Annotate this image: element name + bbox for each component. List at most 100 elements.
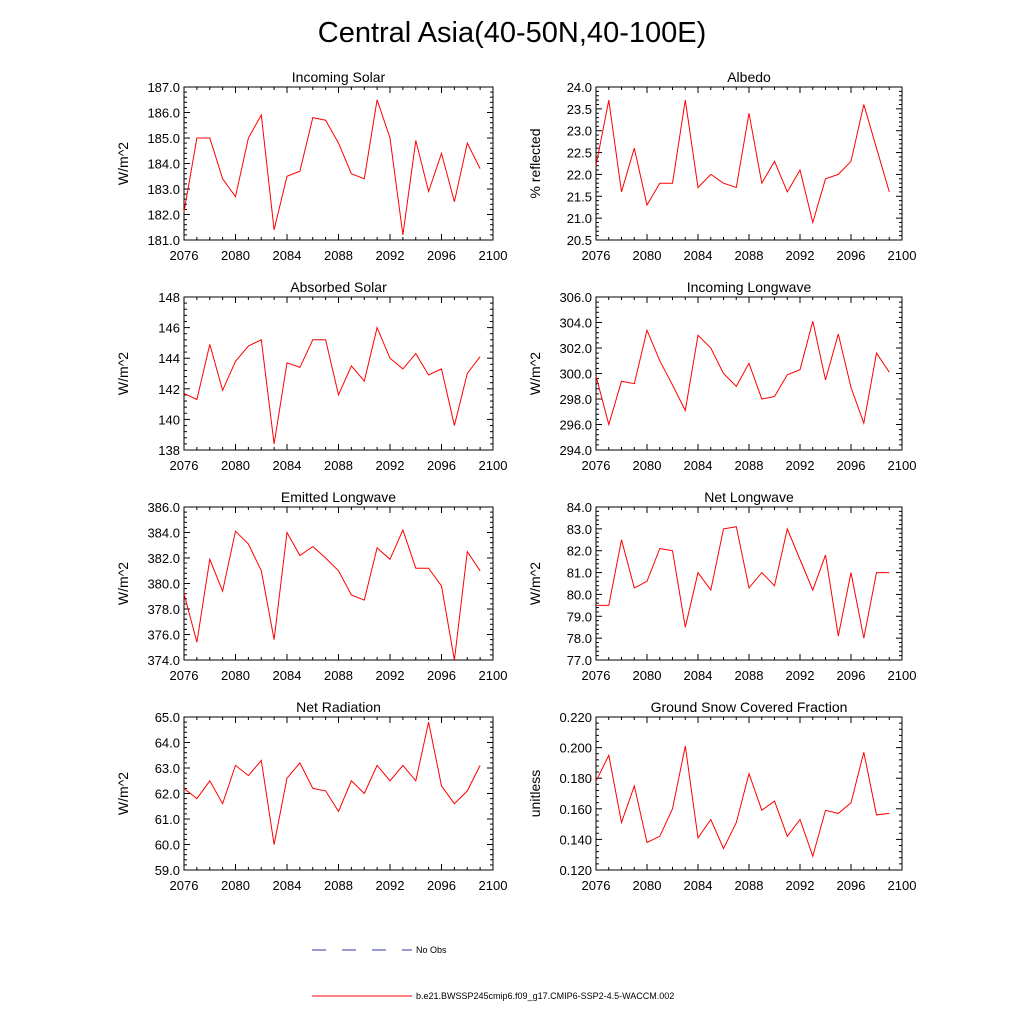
x-tick-label: 2084 <box>684 878 713 893</box>
y-tick-label: 22.0 <box>567 167 592 182</box>
y-tick-label: 386.0 <box>147 500 180 515</box>
x-tick-label: 2084 <box>273 668 302 683</box>
x-tick-label: 2100 <box>479 248 508 263</box>
plot-frame <box>595 716 903 871</box>
x-tick-label: 2080 <box>633 878 662 893</box>
x-tick-label: 2092 <box>376 458 405 473</box>
panel-3: Absorbed Solar 2076 2080 2084 2088 2092 2096 21… <box>115 279 507 473</box>
x-tick-label: 2084 <box>273 248 302 263</box>
x-tick-label: 2092 <box>786 878 815 893</box>
x-tick-label: 2076 <box>582 878 611 893</box>
x-tick-label: 2096 <box>837 248 866 263</box>
y-tick-label: 146 <box>158 321 180 336</box>
y-tick-label: 79.0 <box>567 609 592 624</box>
y-axis-label: W/m^2 <box>115 772 131 815</box>
plot-frame <box>595 296 903 451</box>
x-tick-label: 2080 <box>633 668 662 683</box>
series-line <box>596 526 890 639</box>
series-line <box>595 321 890 427</box>
y-tick-label: 23.0 <box>567 124 592 139</box>
x-tick-label: 2096 <box>427 668 456 683</box>
x-tick-label: 2076 <box>170 458 199 473</box>
x-tick-label: 2080 <box>633 458 662 473</box>
x-tick-label: 2096 <box>837 878 866 893</box>
y-tick-label: 77.0 <box>567 653 592 668</box>
y-tick-label: 378.0 <box>147 602 180 617</box>
series-line <box>183 528 481 661</box>
y-tick-label: 78.0 <box>567 631 592 646</box>
plot-frame <box>183 506 494 661</box>
x-tick-label: 2100 <box>888 458 917 473</box>
y-tick-label: 24.0 <box>567 80 592 95</box>
legend: No Obs b.e21.BWSSP245cmip6.f09_g17.CMIP6… <box>312 945 674 1001</box>
x-tick-label: 2076 <box>170 878 199 893</box>
x-tick-label: 2100 <box>479 668 508 683</box>
y-axis-label: W/m^2 <box>527 352 543 395</box>
series-line <box>595 745 890 858</box>
x-tick-label: 2092 <box>786 458 815 473</box>
y-tick-label: 0.120 <box>559 863 592 878</box>
x-tick-label: 2084 <box>684 668 713 683</box>
y-tick-label: 80.0 <box>567 587 592 602</box>
y-tick-label: 181.0 <box>147 233 180 248</box>
x-tick-label: 2080 <box>633 248 662 263</box>
panel-title: Incoming Solar <box>292 69 386 85</box>
y-tick-label: 142 <box>158 382 180 397</box>
x-tick-label: 2100 <box>479 458 508 473</box>
y-tick-label: 22.5 <box>567 146 592 161</box>
y-tick-label: 182.0 <box>147 208 180 223</box>
y-tick-label: 60.0 <box>155 838 180 853</box>
x-tick-label: 2076 <box>582 458 611 473</box>
x-tick-label: 2096 <box>427 248 456 263</box>
y-tick-label: 185.0 <box>147 131 180 146</box>
y-tick-label: 21.5 <box>567 189 592 204</box>
y-tick-label: 186.0 <box>147 106 180 121</box>
x-tick-label: 2076 <box>582 668 611 683</box>
x-tick-label: 2080 <box>221 878 250 893</box>
x-tick-label: 2092 <box>376 878 405 893</box>
x-tick-label: 2096 <box>427 878 456 893</box>
y-tick-label: 304.0 <box>559 316 592 331</box>
y-axis-label: % reflected <box>527 128 543 198</box>
x-tick-label: 2088 <box>324 458 353 473</box>
x-tick-label: 2080 <box>221 248 250 263</box>
y-tick-label: 302.0 <box>559 341 592 356</box>
panel-8: Ground Snow Covered Fraction 2076 2080 2084… <box>527 699 916 893</box>
y-tick-label: 0.220 <box>559 710 592 725</box>
y-axis-label: W/m^2 <box>115 562 131 605</box>
plot-frame <box>595 86 903 241</box>
x-tick-label: 2096 <box>837 458 866 473</box>
x-tick-label: 2084 <box>273 878 302 893</box>
y-tick-label: 20.5 <box>567 233 592 248</box>
series-line <box>595 100 890 225</box>
panel-7: Net Radiation 2076 2080 2084 2088 2092 2096 210… <box>115 699 507 893</box>
panel-title: Incoming Longwave <box>687 279 812 295</box>
y-tick-label: 384.0 <box>147 526 180 541</box>
y-tick-label: 23.5 <box>567 102 592 117</box>
x-tick-label: 2092 <box>786 668 815 683</box>
plot-frame <box>183 86 494 241</box>
panel-title: Albedo <box>727 69 771 85</box>
y-tick-label: 382.0 <box>147 551 180 566</box>
y-tick-label: 296.0 <box>559 418 592 433</box>
x-tick-label: 2080 <box>221 458 250 473</box>
y-tick-label: 294.0 <box>559 443 592 458</box>
x-tick-label: 2096 <box>427 458 456 473</box>
y-tick-label: 63.0 <box>155 761 180 776</box>
x-tick-label: 2076 <box>170 668 199 683</box>
panel-title: Absorbed Solar <box>290 279 387 295</box>
x-tick-label: 2076 <box>582 248 611 263</box>
series-line <box>183 99 481 235</box>
panels: Incoming Solar 2076 2080 2084 2088 2092 2096 21… <box>115 69 916 893</box>
y-tick-label: 300.0 <box>559 367 592 382</box>
y-tick-label: 64.0 <box>155 736 180 751</box>
y-tick-label: 380.0 <box>147 577 180 592</box>
y-tick-label: 138 <box>158 443 180 458</box>
x-tick-label: 2092 <box>376 248 405 263</box>
panel-2: Albedo 2076 2080 2084 2088 2092 2096 2100 20.5 21… <box>527 69 916 263</box>
x-tick-label: 2092 <box>786 248 815 263</box>
y-tick-label: 61.0 <box>155 812 180 827</box>
legend-obs-label: No Obs <box>416 945 447 955</box>
x-tick-label: 2100 <box>479 878 508 893</box>
